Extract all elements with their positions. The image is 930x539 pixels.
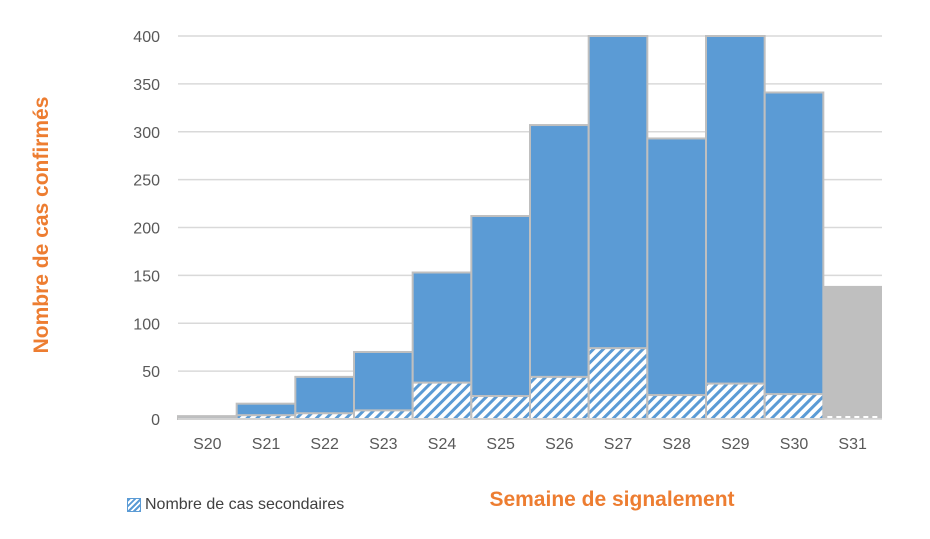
bar-total	[763, 91, 825, 421]
x-tick-label: S22	[310, 436, 339, 453]
x-axis-title: Semaine de signalement	[489, 488, 735, 511]
x-tick-label: S31	[838, 436, 867, 453]
y-tick-label: 150	[133, 268, 160, 285]
y-tick-label: 100	[133, 316, 160, 333]
bar-total	[470, 215, 532, 420]
x-tick-label: S26	[545, 436, 574, 453]
bar-secondary	[763, 393, 825, 421]
bar-secondary	[411, 381, 473, 420]
bar-secondary	[646, 394, 707, 420]
x-tick-label: S28	[662, 436, 691, 453]
bar-secondary	[529, 375, 590, 420]
y-tick-label: 300	[133, 125, 160, 142]
x-tick-label: S27	[604, 436, 633, 453]
bar-total	[529, 124, 590, 421]
bar-secondary	[353, 409, 414, 421]
y-tick-label: 50	[142, 364, 160, 381]
bar-secondary	[587, 347, 649, 420]
x-tick-label: S20	[193, 436, 222, 453]
x-tick-label: S29	[721, 436, 750, 453]
y-tick-label: 350	[133, 77, 160, 94]
bar-total	[823, 285, 882, 419]
y-tick-label: 400	[133, 29, 160, 46]
bar-secondary	[470, 395, 532, 420]
bar-total	[646, 137, 707, 420]
x-tick-label: S24	[428, 436, 457, 453]
bar-total	[353, 350, 414, 421]
y-axis-title: Nombre de cas confirmés	[30, 96, 53, 354]
x-tick-label: S23	[369, 436, 398, 453]
y-tick-label: 0	[151, 412, 160, 429]
bar-secondary	[294, 412, 356, 421]
bar-secondary	[705, 382, 766, 421]
y-tick-label: 250	[133, 173, 160, 190]
legend-label: Nombre de cas secondaires	[145, 496, 345, 513]
y-tick-label: 200	[133, 221, 160, 238]
bar-total	[705, 35, 766, 420]
legend-hatch-swatch	[127, 498, 141, 512]
x-tick-label: S30	[780, 436, 809, 453]
x-tick-label: S25	[486, 436, 515, 453]
x-tick-label: S21	[252, 436, 281, 453]
legend: Nombre de cas secondaires	[127, 496, 344, 514]
